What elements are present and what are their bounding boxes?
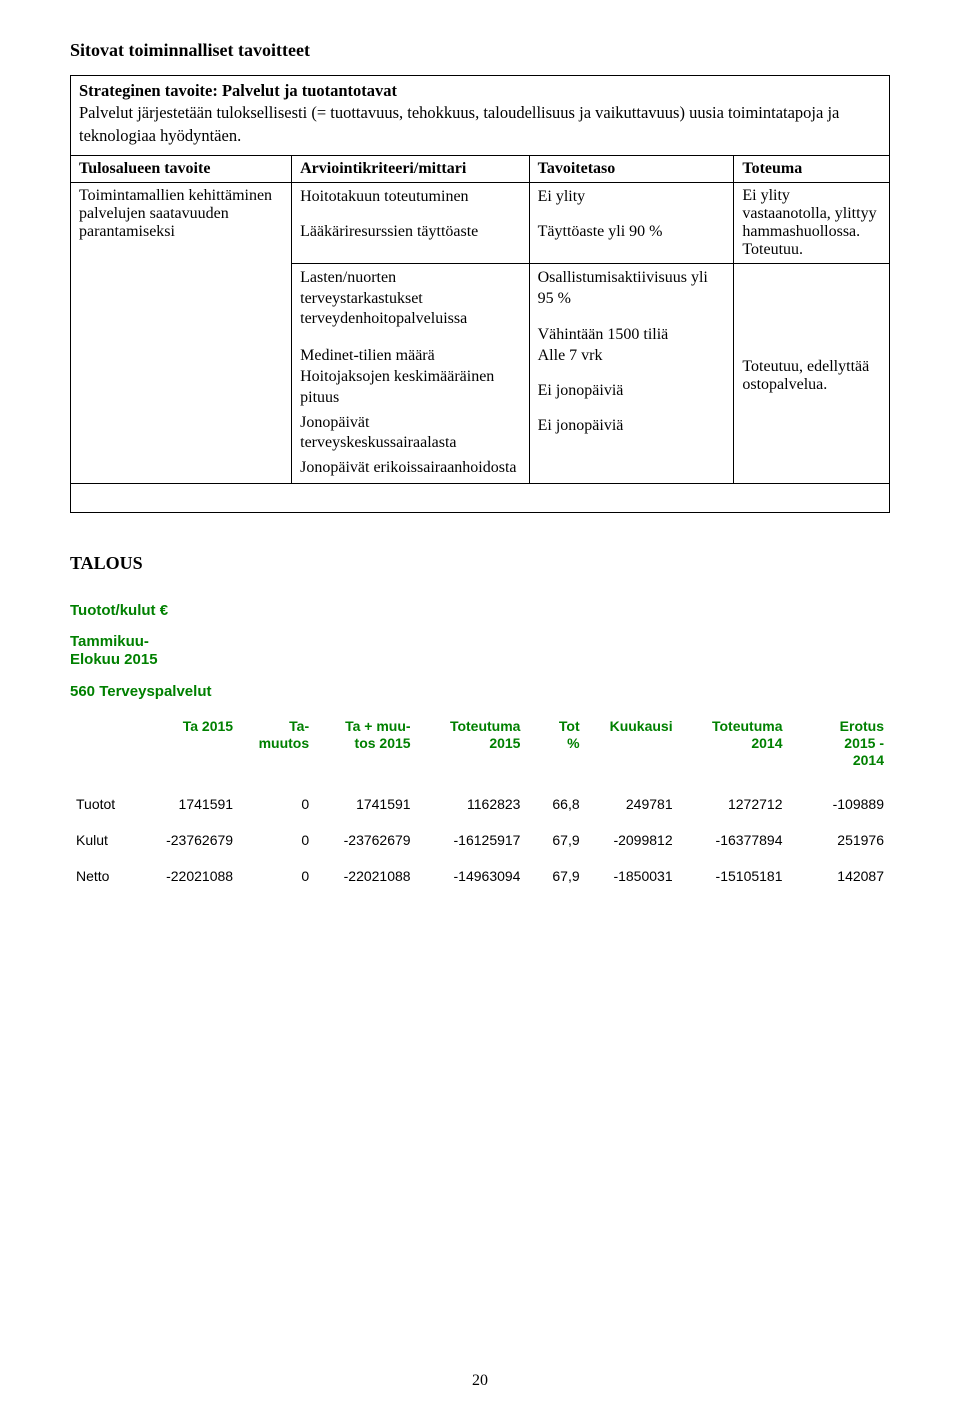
col-header: Tulosalueen tavoite (71, 155, 292, 182)
page-number: 20 (0, 1372, 960, 1390)
finance-row: Tuotot174159101741591116282366,824978112… (70, 786, 890, 822)
intro-bold: Strateginen tavoite: Palvelut ja tuotant… (79, 80, 881, 147)
finance-row: Kulut-237626790-23762679-1612591767,9-20… (70, 822, 890, 858)
criteria-item: Lasten/nuorten terveystarkastukset terve… (300, 268, 521, 330)
result-text: Toteutuu, edellyttää ostopalvelua. (742, 358, 881, 394)
finance-col-header: Tot% (526, 714, 585, 786)
finance-cell: 1741591 (138, 786, 239, 822)
period-line2: Elokuu 2015 (70, 651, 158, 668)
col-header: Tavoitetaso (529, 155, 734, 182)
target-item: Osallistumisaktiivisuus yli 95 % (538, 268, 726, 310)
criteria-cell: Lasten/nuorten terveystarkastukset terve… (292, 263, 530, 483)
target-item: Ei jonopäiviä (538, 381, 726, 402)
col-header: Toteuma (734, 155, 890, 182)
intro-cell: Strateginen tavoite: Palvelut ja tuotant… (71, 76, 890, 156)
finance-cell: 249781 (586, 786, 679, 822)
finance-cell: 142087 (789, 858, 891, 894)
target-cell: Osallistumisaktiivisuus yli 95 % Vähintä… (529, 263, 734, 483)
period-label: Tammikuu- Elokuu 2015 (70, 633, 890, 669)
goals-table: Strateginen tavoite: Palvelut ja tuotant… (70, 75, 890, 513)
finance-cell: -22021088 (138, 858, 239, 894)
finance-cell: 251976 (789, 822, 891, 858)
finance-col-header: Ta 2015 (138, 714, 239, 786)
finance-cell: -23762679 (138, 822, 239, 858)
result-cell: Ei ylity vastaanotolla, ylittyy hammashu… (734, 182, 890, 263)
finance-col-header: Erotus2015 -2014 (789, 714, 891, 786)
finance-cell: 1162823 (417, 786, 527, 822)
finance-cell: 66,8 (526, 786, 585, 822)
finance-cell: -22021088 (315, 858, 416, 894)
finance-row: Netto-220210880-22021088-1496309467,9-18… (70, 858, 890, 894)
table-row: Toimintamallien kehittäminen palvelujen … (71, 182, 890, 263)
finance-cell: -14963094 (417, 858, 527, 894)
talous-heading: TALOUS (70, 553, 890, 574)
target-item: Vähintään 1500 tiliä (538, 325, 726, 346)
finance-col-header: Kuukausi (586, 714, 679, 786)
criteria-item: Hoitotakuun toteutuminen (300, 187, 521, 208)
finance-col-header: Toteutuma2015 (417, 714, 527, 786)
finance-cell: 0 (239, 858, 315, 894)
finance-cell: -2099812 (586, 822, 679, 858)
finance-cell: -16125917 (417, 822, 527, 858)
intro-body-text: Palvelut järjestetään tuloksellisesti (=… (79, 103, 839, 144)
finance-col-header: Ta + muu-tos 2015 (315, 714, 416, 786)
intro-bold-text: Strateginen tavoite: Palvelut ja tuotant… (79, 81, 397, 100)
finance-cell: -23762679 (315, 822, 416, 858)
finance-header-row: Ta 2015 Ta-muutos Ta + muu-tos 2015 Tote… (70, 714, 890, 786)
result-cell: Toteutuu, edellyttää ostopalvelua. (734, 263, 890, 483)
finance-cell: -109889 (789, 786, 891, 822)
criteria-item: Hoitojaksojen keskimääräinen pituus (300, 367, 521, 409)
criteria-item: Lääkäriresurssien täyttöaste (300, 222, 521, 243)
finance-cell: 1272712 (679, 786, 789, 822)
finance-cell: 0 (239, 786, 315, 822)
finance-cell: 1741591 (315, 786, 416, 822)
finance-table: Ta 2015 Ta-muutos Ta + muu-tos 2015 Tote… (70, 714, 890, 894)
row-label: Netto (70, 858, 138, 894)
criteria-item: Jonopäivät terveyskeskussairaalasta (300, 413, 521, 455)
finance-cell: 67,9 (526, 858, 585, 894)
target-item: Ei jonopäiviä (538, 416, 726, 437)
criteria-item: Medinet-tilien määrä (300, 346, 521, 367)
tuotot-title: Tuotot/kulut € (70, 602, 890, 619)
criteria-cell: Hoitotakuun toteutuminen Lääkäriresurssi… (292, 182, 530, 263)
finance-col-header: Toteutuma2014 (679, 714, 789, 786)
table-header-row: Tulosalueen tavoite Arviointikriteeri/mi… (71, 155, 890, 182)
section-title: Sitovat toiminnalliset tavoitteet (70, 40, 890, 61)
goal-cell: Toimintamallien kehittäminen palvelujen … (71, 182, 292, 483)
target-item: Alle 7 vrk (538, 346, 726, 367)
finance-col-header: Ta-muutos (239, 714, 315, 786)
finance-cell: 0 (239, 822, 315, 858)
finance-cell: -15105181 (679, 858, 789, 894)
page: Sitovat toiminnalliset tavoitteet Strate… (0, 0, 960, 1410)
target-item: Ei ylity (538, 187, 726, 208)
finance-col-header (70, 714, 138, 786)
col-header: Arviointikriteeri/mittari (292, 155, 530, 182)
row-label: Kulut (70, 822, 138, 858)
intro-row: Strateginen tavoite: Palvelut ja tuotant… (71, 76, 890, 156)
row-label: Tuotot (70, 786, 138, 822)
empty-cell (71, 483, 890, 512)
period-line1: Tammikuu- (70, 633, 149, 650)
finance-cell: -16377894 (679, 822, 789, 858)
subheading: 560 Terveyspalvelut (70, 683, 890, 700)
criteria-item: Jonopäivät erikoissairaanhoidosta (300, 458, 521, 479)
finance-cell: 67,9 (526, 822, 585, 858)
finance-cell: -1850031 (586, 858, 679, 894)
empty-row (71, 483, 890, 512)
target-cell: Ei ylity Täyttöaste yli 90 % (529, 182, 734, 263)
target-item: Täyttöaste yli 90 % (538, 222, 726, 243)
